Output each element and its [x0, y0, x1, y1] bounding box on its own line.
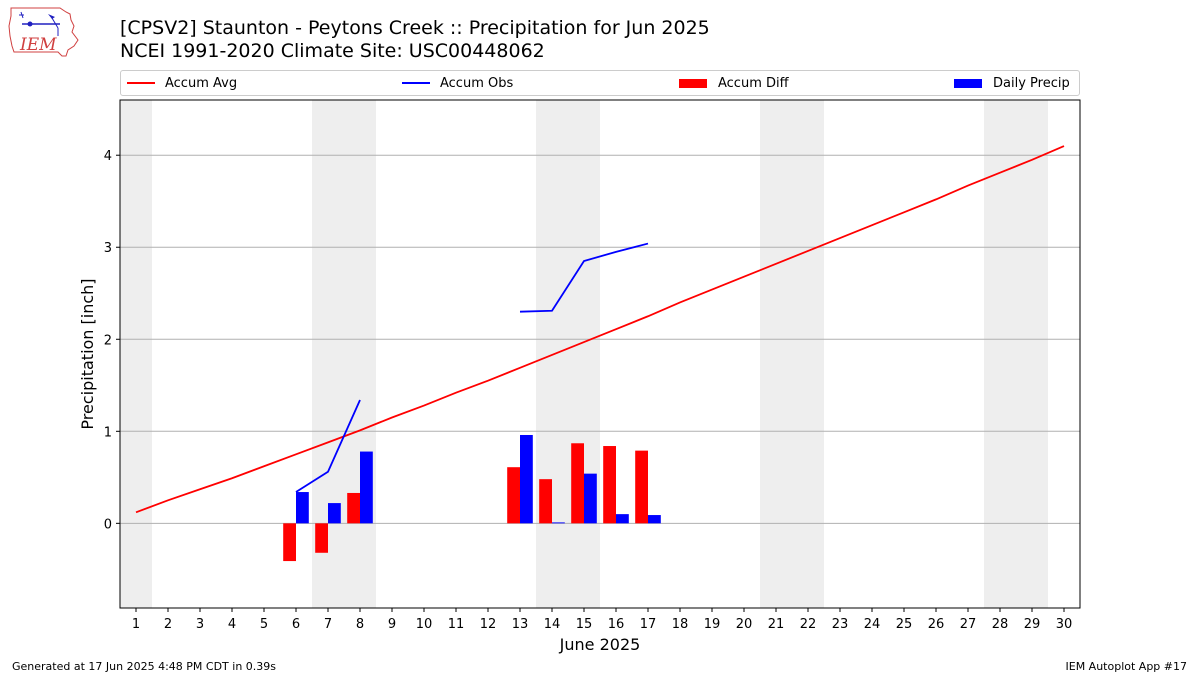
legend-item-accum-avg: Accum Avg — [127, 71, 237, 95]
x-tick-label: 4 — [228, 617, 236, 632]
x-tick-label: 27 — [960, 617, 977, 632]
daily-precip-bar — [648, 515, 661, 524]
x-tick-label: 29 — [1024, 617, 1041, 632]
accum-avg-line — [135, 145, 1065, 514]
x-tick-label: 11 — [448, 617, 465, 632]
accum-diff-bar — [603, 446, 616, 524]
x-tick-label: 20 — [736, 617, 753, 632]
app-credit: IEM Autoplot App #17 — [1065, 660, 1188, 673]
accum-diff-bar — [539, 479, 552, 524]
weekend-band — [760, 100, 824, 608]
y-tick-label: 0 — [104, 517, 112, 532]
accum-obs-line — [295, 399, 361, 493]
x-tick-label: 12 — [480, 617, 497, 632]
weekend-band — [120, 100, 152, 608]
daily-precip-bar — [552, 522, 565, 524]
daily-precip-bar — [328, 503, 341, 524]
x-tick-label: 3 — [196, 617, 204, 632]
x-tick-label: 23 — [832, 617, 849, 632]
legend-swatch — [954, 78, 982, 88]
lines — [135, 145, 1065, 514]
y-tick-label: 3 — [104, 241, 112, 256]
accum-diff-bar — [507, 467, 520, 524]
x-tick-label: 8 — [356, 617, 364, 632]
x-tick-label: 25 — [896, 617, 913, 632]
chart-legend: Accum Avg Accum Obs Accum Diff Daily Pre… — [120, 70, 1080, 96]
weekend-shading — [120, 100, 1048, 608]
y-tick-label: 2 — [104, 333, 112, 348]
legend-item-daily-precip: Daily Precip — [954, 71, 1070, 95]
x-tick-label: 10 — [416, 617, 433, 632]
legend-label: Daily Precip — [993, 75, 1070, 91]
accum-diff-bar — [315, 523, 328, 553]
grid-lines — [120, 154, 1080, 524]
daily-precip-bar — [520, 434, 533, 524]
x-tick-label: 9 — [388, 617, 396, 632]
daily-precip-bar — [296, 492, 309, 524]
x-tick-label: 24 — [864, 617, 881, 632]
x-tick-label: 2 — [164, 617, 172, 632]
x-tick-label: 19 — [704, 617, 721, 632]
x-tick-label: 30 — [1056, 617, 1073, 632]
x-tick-label: 21 — [768, 617, 785, 632]
daily-precip-bar — [584, 473, 597, 524]
x-tick-label: 6 — [292, 617, 300, 632]
daily-precip-bar — [360, 451, 373, 524]
y-tick-label: 4 — [104, 149, 112, 164]
chart-subtitle: NCEI 1991-2020 Climate Site: USC00448062 — [120, 40, 545, 62]
accum-obs-line — [519, 242, 649, 313]
x-tick-label: 26 — [928, 617, 945, 632]
x-tick-label: 5 — [260, 617, 268, 632]
legend-item-accum-diff: Accum Diff — [679, 71, 789, 95]
legend-swatch — [127, 82, 155, 84]
y-tick-label: 1 — [104, 425, 112, 440]
legend-label: Accum Diff — [718, 75, 789, 91]
daily-precip-bar — [616, 514, 629, 524]
x-axis-label: June 2025 — [559, 635, 641, 654]
svg-text:IEM: IEM — [19, 35, 57, 55]
x-tick-label: 1 — [132, 617, 140, 632]
generated-timestamp: Generated at 17 Jun 2025 4:48 PM CDT in … — [12, 660, 277, 673]
plot-frame — [119, 99, 1081, 609]
accum-diff-bar — [283, 523, 296, 562]
legend-swatch — [402, 82, 430, 84]
weekend-band — [536, 100, 600, 608]
legend-label: Accum Obs — [440, 75, 514, 91]
accum-diff-bar — [571, 443, 584, 524]
x-tick-label: 18 — [672, 617, 689, 632]
x-tick-label: 13 — [512, 617, 529, 632]
x-tick-label: 15 — [576, 617, 593, 632]
x-tick-label: 16 — [608, 617, 625, 632]
legend-swatch — [679, 78, 707, 88]
legend-item-accum-obs: Accum Obs — [402, 71, 513, 95]
iem-logo: IEM — [8, 7, 79, 57]
x-tick-label: 14 — [544, 617, 561, 632]
y-axis-label: Precipitation [inch] — [78, 278, 97, 429]
x-tick-label: 17 — [640, 617, 657, 632]
accum-diff-bar — [347, 492, 360, 524]
x-tick-label: 22 — [800, 617, 817, 632]
bars — [283, 434, 661, 562]
x-tick-label: 7 — [324, 617, 332, 632]
chart-title: [CPSV2] Staunton - Peytons Creek :: Prec… — [120, 17, 710, 39]
x-tick-label: 28 — [992, 617, 1009, 632]
legend-label: Accum Avg — [165, 75, 238, 91]
accum-diff-bar — [635, 450, 648, 524]
